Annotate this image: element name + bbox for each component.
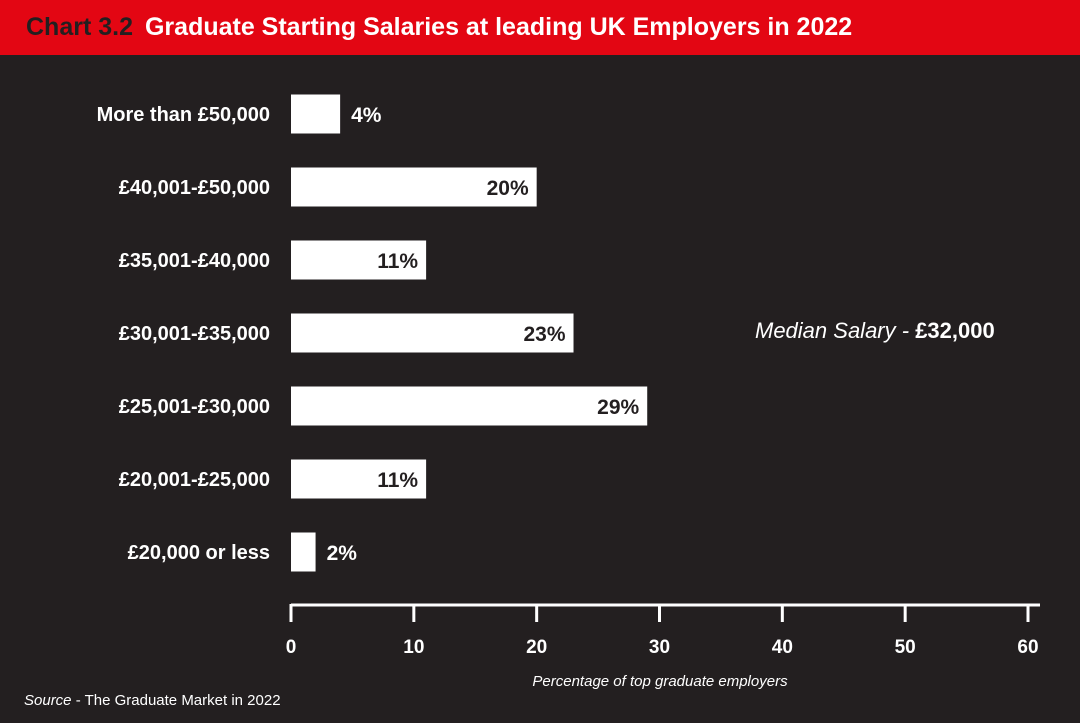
category-label: More than £50,000 [97, 104, 270, 126]
bar [291, 167, 537, 207]
source-note: Source - The Graduate Market in 2022 [24, 692, 281, 709]
x-tick-label: 60 [1017, 637, 1038, 658]
x-tick-label: 50 [895, 637, 916, 658]
bars-group: More than £50,000 4% £40,001-£50,000 20% £35… [97, 94, 648, 572]
x-tick-label: 10 [403, 637, 424, 658]
category-label: £40,001-£50,000 [119, 177, 270, 199]
bar [291, 532, 316, 572]
category-label: £35,001-£40,000 [119, 250, 270, 272]
chart-number: Chart 3.2 [26, 13, 133, 41]
bar [291, 386, 648, 426]
x-tick-label: 20 [526, 637, 547, 658]
x-axis-title: Percentage of top graduate employers [532, 673, 788, 690]
source-text: - The Graduate Market in 2022 [71, 692, 281, 709]
category-label: £20,001-£25,000 [119, 469, 270, 491]
x-tick-label: 30 [649, 637, 670, 658]
bar [291, 240, 427, 280]
value-label: 2% [327, 542, 358, 565]
chart-header: Chart 3.2 Graduate Starting Salaries at … [0, 0, 1080, 55]
bar [291, 313, 574, 353]
value-label: 11% [377, 469, 418, 492]
source-label: Source [24, 692, 72, 709]
bar [291, 94, 341, 134]
value-label: 29% [597, 396, 639, 419]
median-salary-annotation: Median Salary - £32,000 [755, 318, 995, 344]
median-salary-value: £32,000 [915, 318, 995, 343]
category-label: £20,000 or less [128, 542, 270, 564]
value-label: 4% [351, 104, 382, 127]
category-label: £30,001-£35,000 [119, 323, 270, 345]
x-axis: 0 10 20 30 40 50 60 [286, 603, 1040, 658]
x-tick-label: 40 [772, 637, 793, 658]
value-label: 20% [487, 177, 529, 200]
median-salary-label: Median Salary - [755, 318, 916, 343]
bar [291, 459, 427, 499]
category-label: £25,001-£30,000 [119, 396, 270, 418]
value-label: 11% [377, 250, 418, 273]
value-label: 23% [523, 323, 565, 346]
chart-title: Graduate Starting Salaries at leading UK… [144, 13, 853, 41]
x-tick-label: 0 [286, 637, 297, 658]
